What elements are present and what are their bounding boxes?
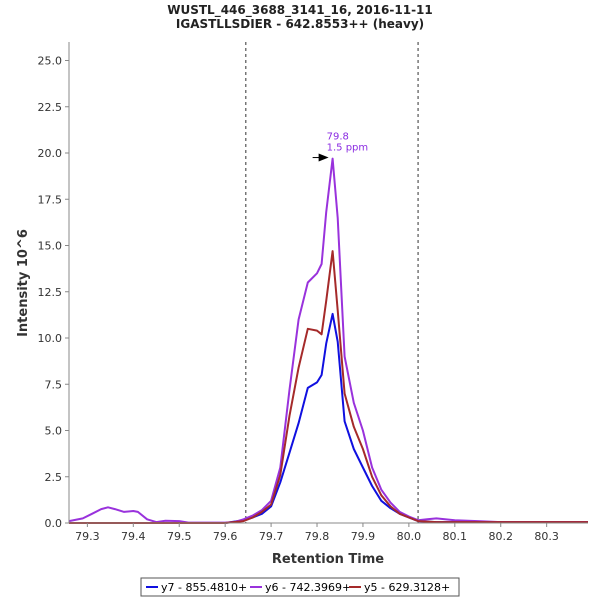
peak-ppm-label: 1.5 ppm [327, 143, 369, 154]
y-axis-label: Intensity 10^6 [16, 229, 31, 337]
peak-pointer-arrow [318, 153, 329, 162]
chart-subtitle: IGASTLLSDIER - 642.8553++ (heavy) [176, 17, 424, 31]
chart-title: WUSTL_446_3688_3141_16, 2016-11-11 [167, 3, 433, 18]
legend-entry: y5 - 629.3128+ [364, 581, 450, 594]
y-tick-label: 2.5 [45, 471, 63, 484]
legend-box [140, 577, 460, 597]
x-tick-label: 79.7 [259, 530, 284, 543]
x-tick-label: 79.9 [351, 530, 376, 543]
y-tick-label: 12.5 [38, 286, 63, 299]
peak-time-label: 79.8 [327, 132, 349, 143]
x-tick-label: 80.0 [397, 530, 422, 543]
legend: y7 - 855.4810+ y6 - 742.3969+ y5 - 629.312… [140, 577, 460, 597]
y-tick-label: 17.5 [38, 193, 63, 206]
y-tick-label: 10.0 [38, 332, 63, 345]
x-axis-ticks: 79.3 79.4 79.5 79.6 79.7 79.8 79.9 80.0 80.1 80.2… [75, 523, 559, 543]
y-tick-label: 22.5 [38, 101, 63, 114]
peak-annotation: 79.81.5 ppm [312, 132, 369, 162]
x-tick-label: 80.2 [488, 530, 513, 543]
y-tick-label: 7.5 [45, 378, 63, 391]
x-tick-label: 80.3 [534, 530, 559, 543]
series-layer [68, 157, 588, 524]
series-line-y5 [69, 250, 588, 524]
y-tick-label: 5.0 [45, 425, 63, 438]
y-tick-label: 20.0 [38, 147, 63, 160]
y-tick-label: 15.0 [38, 240, 63, 253]
y-axis-ticks: 0.0 2.5 5.0 7.5 10.0 12.5 15.0 17.5 20.0 22.5 25.0 [38, 55, 69, 530]
x-tick-label: 79.4 [121, 530, 146, 543]
series-line-y6 [68, 157, 588, 524]
x-tick-label: 79.3 [75, 530, 100, 543]
x-tick-label: 79.6 [213, 530, 238, 543]
x-axis-label: Retention Time [272, 552, 384, 567]
legend-entry: y6 - 742.3969+ [265, 581, 351, 594]
x-tick-label: 79.5 [167, 530, 192, 543]
peak-boundaries [245, 42, 419, 523]
x-tick-label: 79.8 [305, 530, 330, 543]
x-tick-label: 80.1 [443, 530, 468, 543]
y-tick-label: 0.0 [45, 517, 63, 530]
legend-entry: y7 - 855.4810+ [161, 581, 247, 594]
y-tick-label: 25.0 [38, 55, 63, 68]
